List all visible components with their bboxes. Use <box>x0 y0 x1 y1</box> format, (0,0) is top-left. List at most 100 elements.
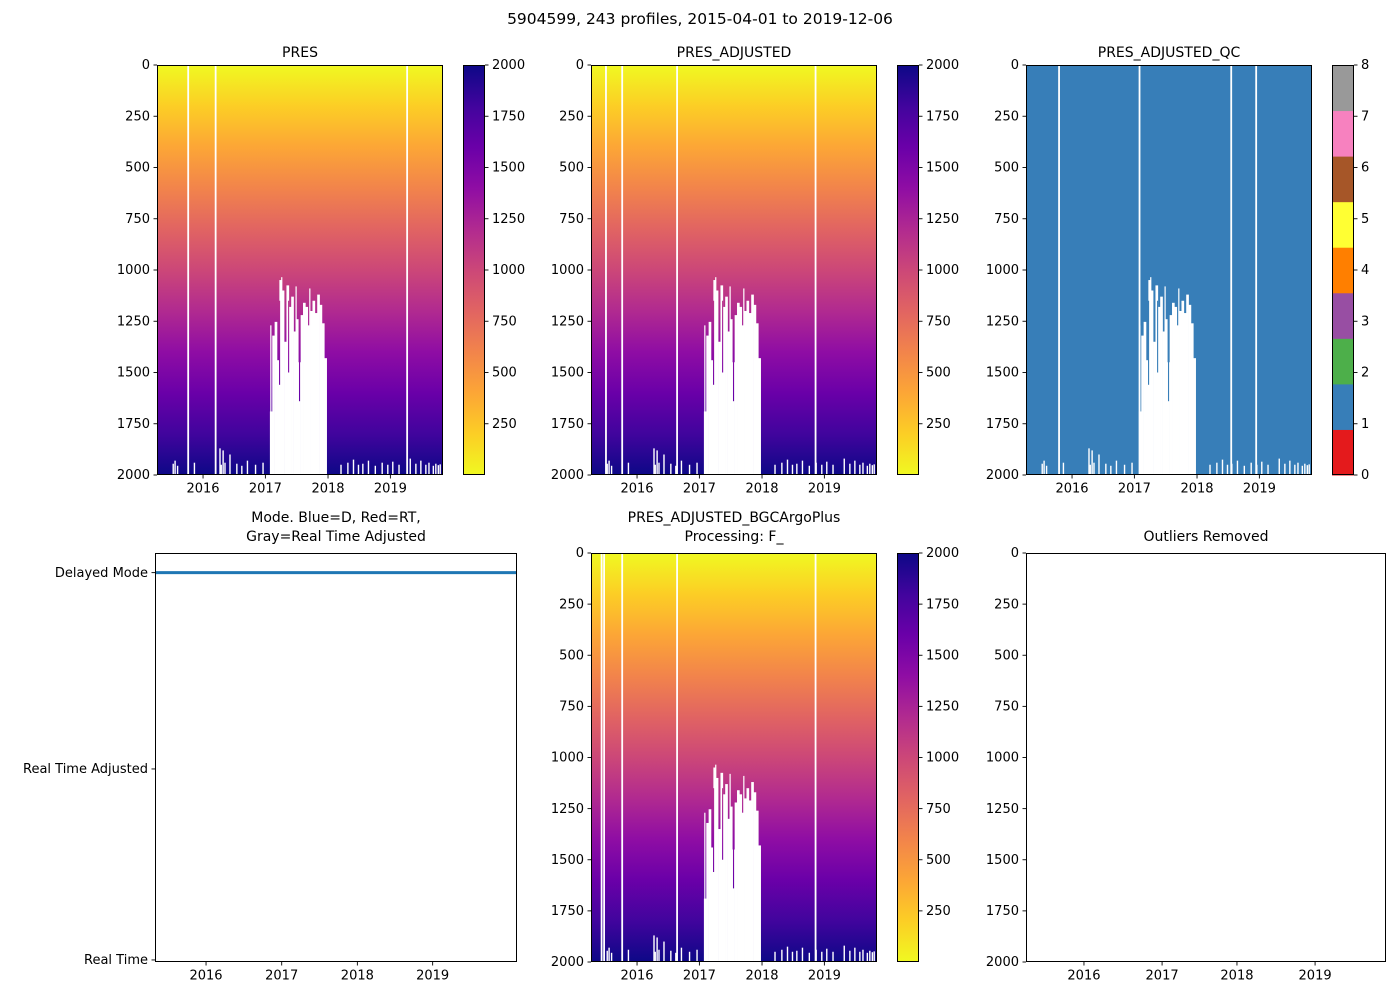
x-tick-label: 2016 <box>189 969 222 984</box>
y-tick-label: 1250 <box>986 314 1019 329</box>
colorbar-tick-label: 1250 <box>492 212 525 227</box>
y-tick-label: 750 <box>559 700 584 715</box>
colorbar-tick-label: 1500 <box>926 648 959 663</box>
colorbar-tick-label: 1000 <box>926 263 959 278</box>
y-tick-label: 250 <box>559 109 584 124</box>
y-tick-label: 2000 <box>986 468 1019 483</box>
y-tick-label: 0 <box>142 58 150 73</box>
y-tick-label: 250 <box>125 109 150 124</box>
panel-title-bgc-line1: PRES_ADJUSTED_BGCArgoPlus <box>627 510 841 526</box>
panel-title-pres-adjusted: PRES_ADJUSTED <box>676 45 792 61</box>
panel-title-pres-adjusted-qc: PRES_ADJUSTED_QC <box>1097 45 1241 61</box>
panel-title-mode-line2: Gray=Real Time Adjusted <box>246 528 426 545</box>
y-tick-label: 0 <box>576 546 584 561</box>
colorbar-tick-label: 1000 <box>492 263 525 278</box>
colorbar-tick-label: 500 <box>926 366 951 381</box>
y-tick-label: 1750 <box>551 904 584 919</box>
y-tick-label: 0 <box>1011 546 1019 561</box>
x-tick-label: 2018 <box>745 482 778 497</box>
colorbar-tick-label: 2000 <box>926 546 959 561</box>
colorbar-tick-label: 1000 <box>926 751 959 766</box>
x-tick-label: 2016 <box>620 482 653 497</box>
y-tick-label: 1000 <box>551 751 584 766</box>
bgc-colorbar: 2000 1750 1500 1250 1000 750 500 250 <box>897 546 959 962</box>
y-tick-label: 750 <box>559 212 584 227</box>
colorbar-tick-label: 2000 <box>492 58 525 73</box>
x-tick-label: 2016 <box>620 969 653 984</box>
x-tick-label: 2017 <box>683 482 716 497</box>
colorbar-tick-label: 1250 <box>926 700 959 715</box>
panel-title-pres: PRES <box>282 45 318 61</box>
y-tick-label: Real Time Adjusted <box>23 762 148 777</box>
y-tick-label: 1250 <box>551 314 584 329</box>
figure-suptitle: 5904599, 243 profiles, 2015-04-01 to 201… <box>507 10 893 28</box>
y-tick-label: 500 <box>559 161 584 176</box>
y-tick-label: 500 <box>994 161 1019 176</box>
y-tick-label: 1500 <box>551 853 584 868</box>
y-tick-label: 500 <box>125 161 150 176</box>
y-tick-label: 250 <box>994 597 1019 612</box>
x-tick-label: 2018 <box>1220 969 1253 984</box>
x-tick-label: 2019 <box>416 969 449 984</box>
x-tick-label: 2018 <box>1180 482 1213 497</box>
y-tick-label: 0 <box>1011 58 1019 73</box>
y-tick-label: 2000 <box>551 468 584 483</box>
panel-title-bgc: PRES_ADJUSTED_BGCArgoPlus Processing: F_ <box>591 509 877 546</box>
colorbar-tick-label: 750 <box>492 314 517 329</box>
y-tick-label: 1000 <box>551 263 584 278</box>
x-tick-label: 2018 <box>745 969 778 984</box>
x-tick-label: 2018 <box>341 969 374 984</box>
colorbar-tick-label: 1750 <box>926 109 959 124</box>
y-tick-label: 750 <box>994 700 1019 715</box>
y-tick-label: 0 <box>576 58 584 73</box>
y-tick-label: 1750 <box>117 417 150 432</box>
colorbar-tick-label: 1500 <box>926 161 959 176</box>
qc-colorbar: 8 7 6 5 4 3 2 1 0 <box>1332 58 1369 483</box>
x-tick-label: 2017 <box>1118 482 1151 497</box>
colorbar-tick-label: 1250 <box>926 212 959 227</box>
y-tick-label: 1750 <box>986 417 1019 432</box>
colorbar-tick-label: 8 <box>1361 58 1369 73</box>
colorbar-tick-label: 1500 <box>492 161 525 176</box>
mode-panel: 2016 2017 2018 2019 Delayed Mode Real Time Ad… <box>23 553 517 984</box>
x-tick-label: 2019 <box>1243 482 1276 497</box>
colorbar-tick-label: 3 <box>1361 314 1369 329</box>
y-tick-label: 1250 <box>551 802 584 817</box>
pres-colorbar: 2000 1750 1500 1250 1000 750 500 250 <box>463 58 525 475</box>
x-tick-label: 2016 <box>1067 969 1100 984</box>
colorbar-tick-label: 250 <box>926 417 951 432</box>
colorbar-tick-label: 4 <box>1361 263 1369 278</box>
outliers-removed-panel: 2016 2017 2018 2019 0 250 500 750 1000 1250 1500 17… <box>986 546 1386 984</box>
y-tick-label: 2000 <box>117 468 150 483</box>
y-tick-label: 1250 <box>986 802 1019 817</box>
y-tick-label: 750 <box>994 212 1019 227</box>
colorbar-tick-label: 1750 <box>492 109 525 124</box>
colorbar-tick-label: 250 <box>492 417 517 432</box>
y-tick-label: 1750 <box>551 417 584 432</box>
x-tick-label: 2018 <box>311 482 344 497</box>
y-tick-label: 2000 <box>551 955 584 970</box>
colorbar-tick-label: 0 <box>1361 468 1369 483</box>
y-tick-label: 1750 <box>986 904 1019 919</box>
x-tick-label: 2016 <box>186 482 219 497</box>
pres-heatmap-panel: 2016 2017 2018 2019 0 250 500 750 1000 1250 1500 17… <box>117 58 443 497</box>
colorbar-tick-label: 5 <box>1361 212 1369 227</box>
pres-adjusted-heatmap-panel: 2016 2017 2018 2019 0 250 500 750 1000 1250 1500 17… <box>551 58 877 497</box>
panel-title-mode: Mode. Blue=D, Red=RT, Gray=Real Time Adj… <box>155 509 517 546</box>
panel-title-outliers-removed: Outliers Removed <box>1143 529 1269 545</box>
y-tick-label: 500 <box>559 648 584 663</box>
x-tick-label: 2019 <box>808 969 841 984</box>
y-tick-label: 1500 <box>551 366 584 381</box>
y-tick-label: 250 <box>994 109 1019 124</box>
colorbar-tick-label: 750 <box>926 802 951 817</box>
pres-adjusted-colorbar: 2000 1750 1500 1250 1000 750 500 250 <box>897 58 959 475</box>
x-tick-label: 2017 <box>249 482 282 497</box>
y-tick-label: Real Time <box>84 953 148 968</box>
colorbar-tick-label: 2000 <box>926 58 959 73</box>
y-tick-label: 750 <box>125 212 150 227</box>
y-tick-label: 1500 <box>117 366 150 381</box>
colorbar-tick-label: 1 <box>1361 417 1369 432</box>
y-tick-label: 1000 <box>986 751 1019 766</box>
delayed-mode-line <box>155 571 517 575</box>
